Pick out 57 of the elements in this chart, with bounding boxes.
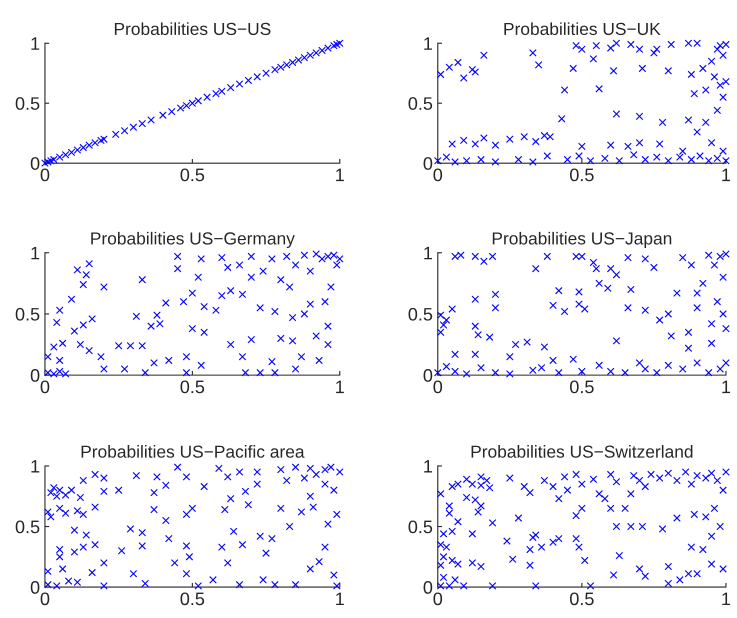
x-tick-label: 0.5 <box>180 380 204 394</box>
y-tick-label: 0.5 <box>408 97 432 110</box>
point <box>203 93 211 102</box>
chart-title: Probabilities US−US <box>114 22 270 36</box>
x-tick-label: 1 <box>336 168 344 182</box>
x-tick-label: 1 <box>722 380 730 394</box>
chart-title: Probabilities US−Germany <box>91 232 295 248</box>
point <box>120 126 128 135</box>
y-tick-label: 0.5 <box>16 308 40 321</box>
point <box>262 69 270 78</box>
x-tick-label: 0 <box>433 380 442 394</box>
y-tick-label: 0 <box>30 581 40 594</box>
x-tick-label: 0 <box>433 592 442 606</box>
point <box>332 40 341 48</box>
x-tick-label: 0 <box>40 168 50 182</box>
y-tick-label: 0.5 <box>16 97 40 110</box>
x-tick-label: 1 <box>336 592 344 606</box>
point <box>226 84 234 92</box>
y-tick-label: 1 <box>31 37 40 50</box>
chart-title: Probabilities US−Switzerland <box>472 445 692 458</box>
y-tick-label: 1 <box>31 246 40 260</box>
x-tick-label: 0.5 <box>570 168 594 182</box>
chart-title: Probabilities US−Pacific area <box>82 445 305 458</box>
chart-title: Probabilities US−UK <box>504 22 661 36</box>
y-tick-label: 0 <box>424 157 432 170</box>
x-tick-label: 0 <box>40 380 50 394</box>
x-tick-label: 0.5 <box>570 380 594 394</box>
point <box>253 73 262 81</box>
y-tick-label: 1 <box>424 246 432 260</box>
point <box>147 116 155 124</box>
point <box>138 120 146 128</box>
y-tick-label: 0.5 <box>408 520 432 534</box>
y-tick-label: 1 <box>424 460 432 473</box>
x-tick-label: 1 <box>722 592 730 606</box>
x-tick-label: 0.5 <box>570 592 594 606</box>
y-tick-label: 0 <box>30 157 40 170</box>
y-tick-label: 0.5 <box>408 308 432 321</box>
y-tick-label: 0 <box>30 369 40 382</box>
point <box>244 76 252 84</box>
point <box>130 123 138 131</box>
point <box>168 108 176 116</box>
x-tick-label: 0.5 <box>180 168 204 182</box>
y-tick-label: 1 <box>424 37 432 50</box>
point <box>112 130 120 138</box>
y-tick-label: 0.5 <box>16 520 40 534</box>
y-tick-label: 0 <box>424 369 432 382</box>
x-tick-label: 0.5 <box>180 592 204 606</box>
x-tick-label: 1 <box>336 380 344 394</box>
point <box>159 111 167 120</box>
point <box>236 80 244 88</box>
chart-title: Probabilities US−Japan <box>492 232 672 248</box>
y-tick-label: 1 <box>31 460 40 473</box>
x-tick-label: 1 <box>722 168 730 182</box>
y-tick-label: 0 <box>424 581 432 594</box>
x-tick-label: 0 <box>40 592 50 606</box>
point <box>100 135 108 143</box>
x-tick-label: 0 <box>433 168 442 182</box>
